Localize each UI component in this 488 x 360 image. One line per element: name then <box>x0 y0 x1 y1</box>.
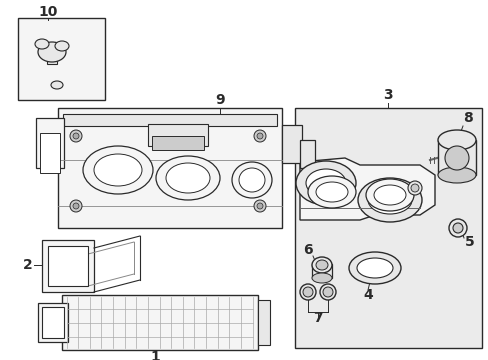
Polygon shape <box>299 158 434 220</box>
Ellipse shape <box>303 287 312 297</box>
Ellipse shape <box>38 42 66 62</box>
Ellipse shape <box>73 203 79 209</box>
Bar <box>38 303 68 342</box>
Ellipse shape <box>407 181 421 195</box>
Ellipse shape <box>311 273 331 283</box>
Bar <box>311 264 331 278</box>
Ellipse shape <box>257 203 263 209</box>
Bar <box>42 307 64 338</box>
Text: 1: 1 <box>150 350 160 360</box>
Ellipse shape <box>35 39 49 49</box>
Ellipse shape <box>253 200 265 212</box>
Ellipse shape <box>299 284 315 300</box>
Bar <box>282 125 302 163</box>
Ellipse shape <box>253 130 265 142</box>
Ellipse shape <box>315 260 327 270</box>
Ellipse shape <box>444 146 468 170</box>
Bar <box>48 246 88 286</box>
Ellipse shape <box>437 130 475 150</box>
Text: 10: 10 <box>38 5 58 19</box>
Ellipse shape <box>307 176 355 208</box>
Text: 5: 5 <box>464 235 474 249</box>
Ellipse shape <box>452 223 462 233</box>
Ellipse shape <box>348 252 400 284</box>
Bar <box>152 136 203 150</box>
Bar <box>63 114 276 126</box>
Text: 6: 6 <box>303 243 312 257</box>
Ellipse shape <box>356 258 392 278</box>
Ellipse shape <box>365 179 413 211</box>
Ellipse shape <box>319 284 335 300</box>
Ellipse shape <box>311 257 331 273</box>
Ellipse shape <box>73 133 79 139</box>
Ellipse shape <box>51 81 63 89</box>
Bar <box>40 133 60 173</box>
Ellipse shape <box>323 287 332 297</box>
Ellipse shape <box>437 167 475 183</box>
Ellipse shape <box>70 200 82 212</box>
Text: 7: 7 <box>312 311 322 325</box>
Ellipse shape <box>70 130 82 142</box>
Ellipse shape <box>305 169 346 197</box>
Ellipse shape <box>55 41 69 51</box>
Ellipse shape <box>373 185 405 205</box>
Ellipse shape <box>315 182 347 202</box>
Ellipse shape <box>165 163 209 193</box>
Ellipse shape <box>94 154 142 186</box>
Ellipse shape <box>448 219 466 237</box>
Ellipse shape <box>257 133 263 139</box>
Bar <box>62 295 258 350</box>
Text: 4: 4 <box>363 288 372 302</box>
Bar <box>437 140 475 175</box>
Text: 2: 2 <box>23 258 33 272</box>
Bar <box>58 108 282 228</box>
Bar <box>148 124 207 146</box>
Bar <box>47 52 57 64</box>
Text: 9: 9 <box>215 93 224 107</box>
Bar <box>18 18 105 100</box>
Ellipse shape <box>410 184 418 192</box>
Bar <box>299 140 314 168</box>
Ellipse shape <box>367 186 411 214</box>
Ellipse shape <box>231 162 271 198</box>
Text: 3: 3 <box>383 88 392 102</box>
Ellipse shape <box>357 178 421 222</box>
Ellipse shape <box>295 161 355 205</box>
Ellipse shape <box>156 156 220 200</box>
Bar <box>294 108 481 348</box>
Ellipse shape <box>239 168 264 192</box>
Bar <box>36 118 64 168</box>
Ellipse shape <box>83 146 153 194</box>
Bar <box>258 300 269 345</box>
Text: 8: 8 <box>462 111 472 125</box>
Bar <box>42 240 94 292</box>
